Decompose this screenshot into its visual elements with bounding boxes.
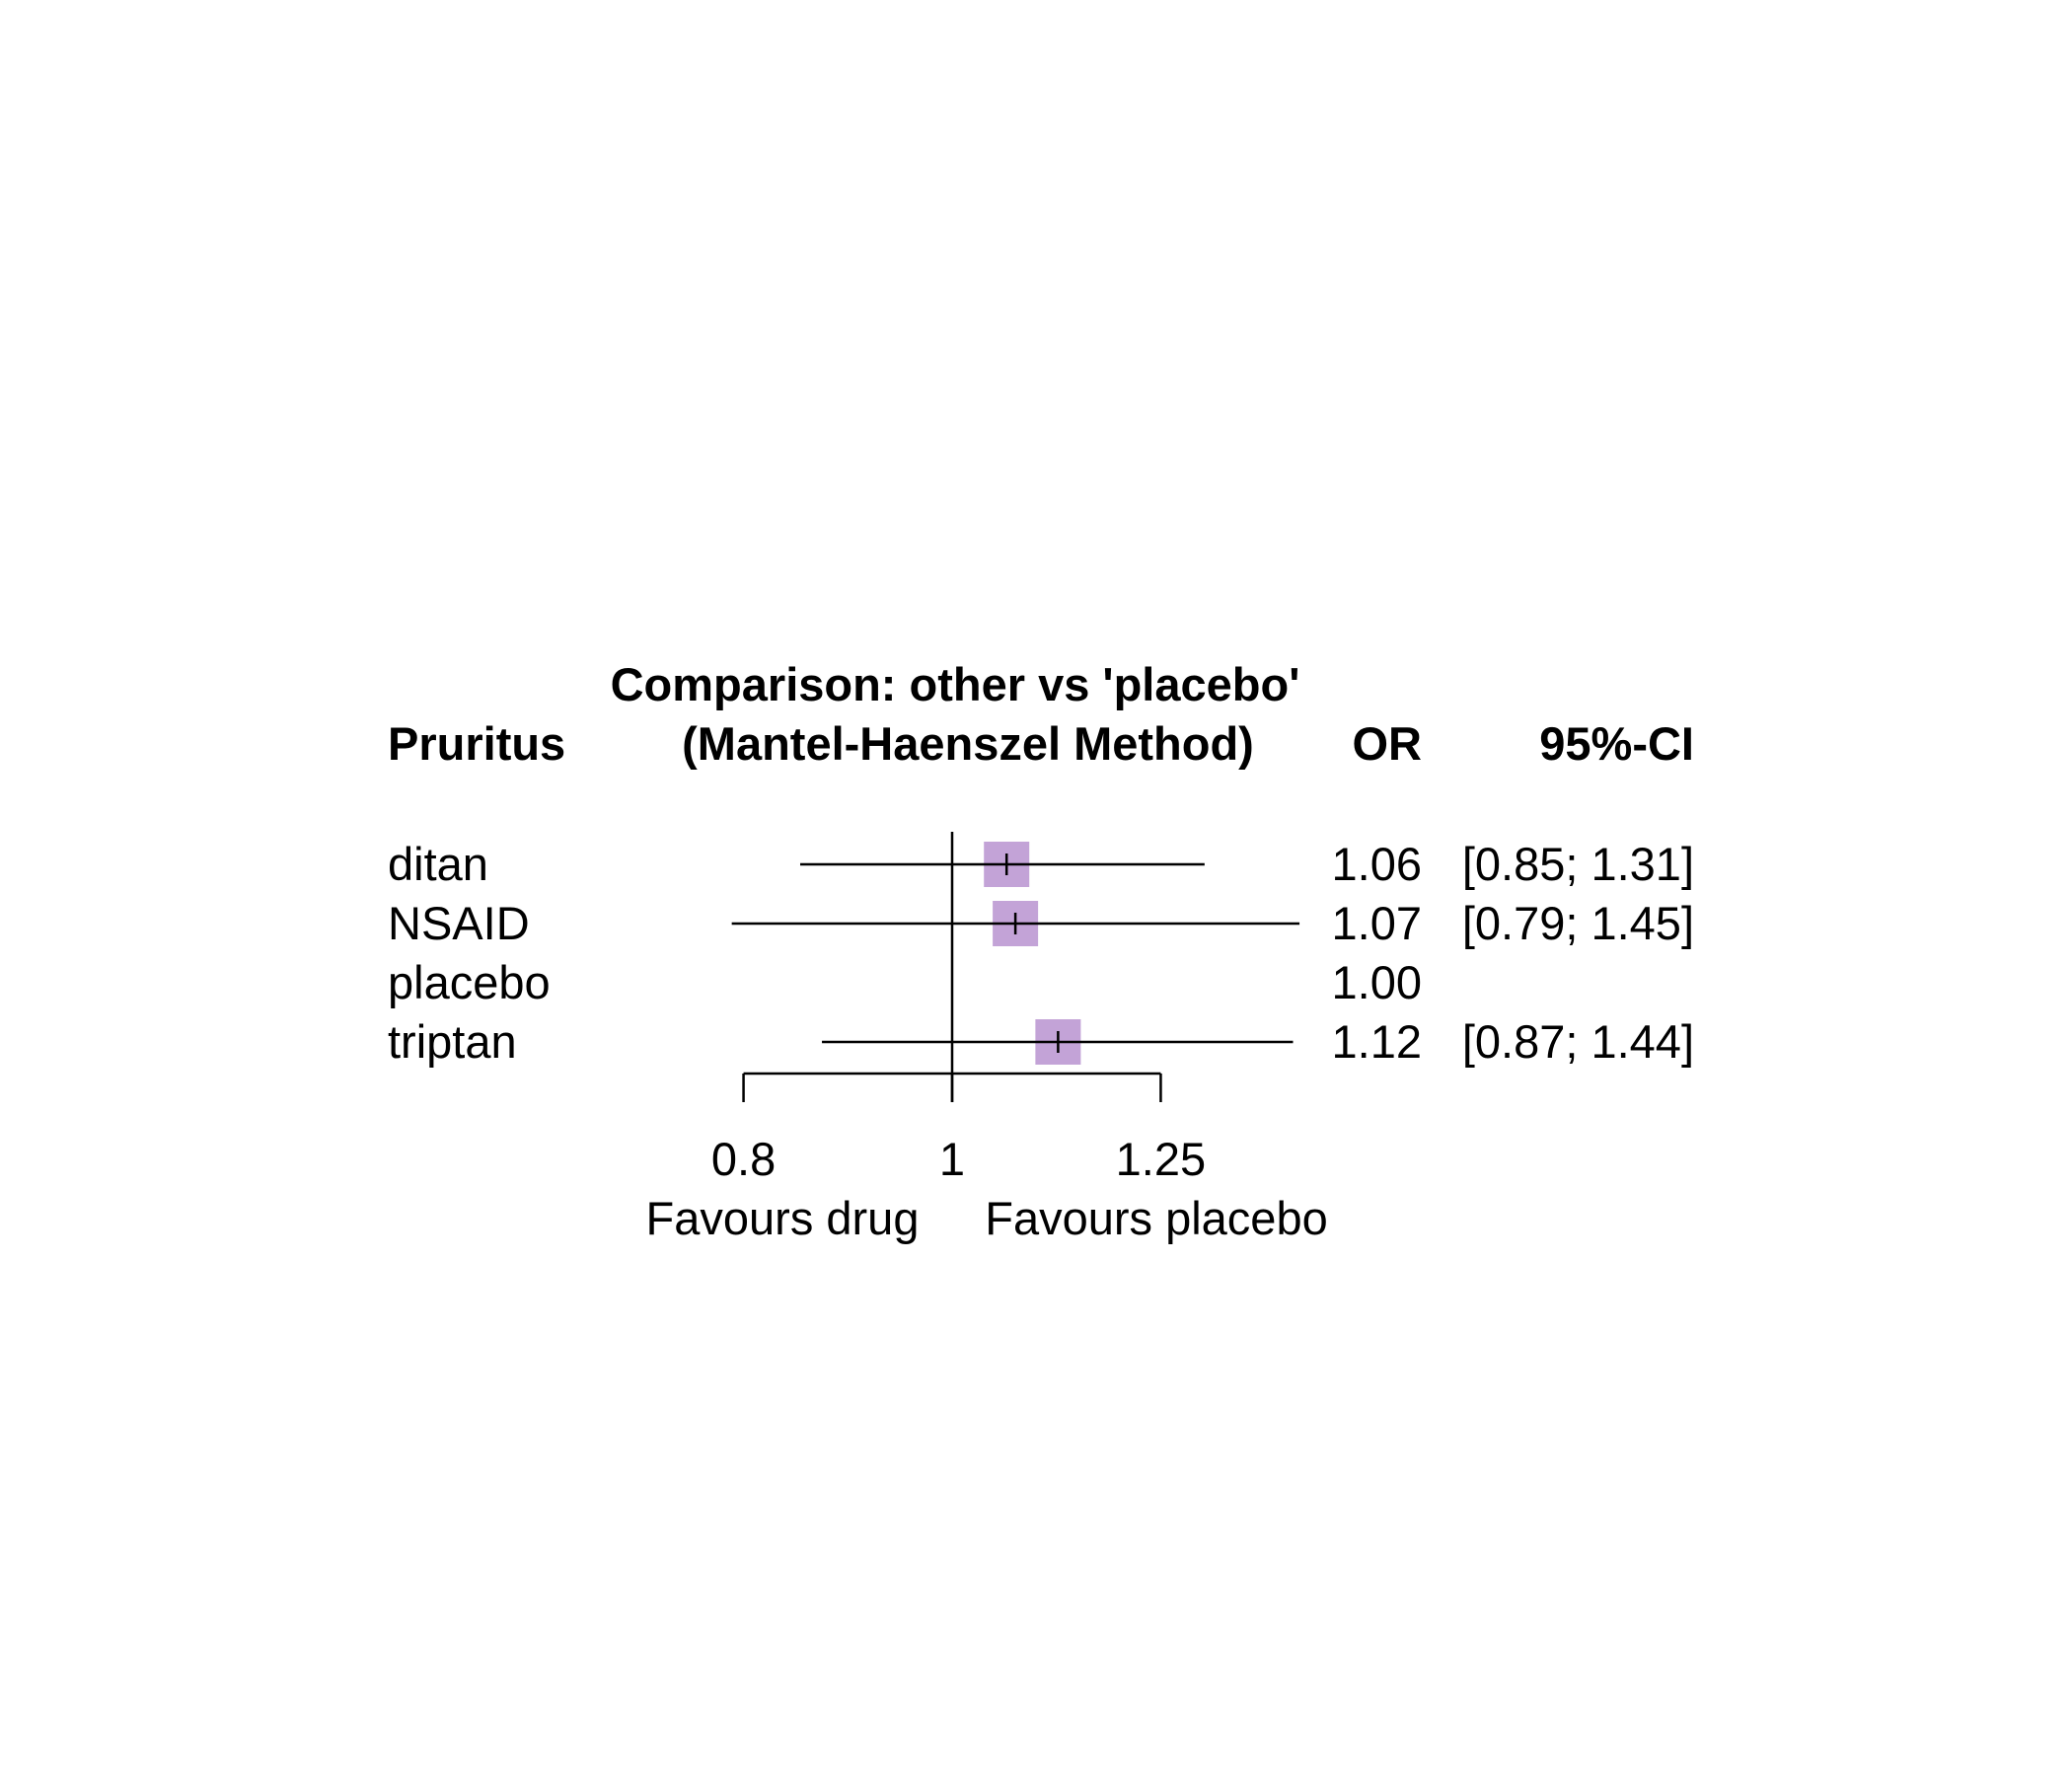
effect-value: 1.00 <box>1332 956 1422 1008</box>
favours-left-label: Favours drug <box>646 1192 920 1244</box>
effect-header: OR <box>1353 717 1423 770</box>
chart-subtitle: (Mantel-Haenszel Method) <box>682 717 1254 770</box>
effect-value: 1.06 <box>1332 838 1422 890</box>
x-axis: 0.8 1 1.25 <box>711 1072 1206 1185</box>
effect-value: 1.07 <box>1332 897 1422 949</box>
ci-header: 95%-CI <box>1539 717 1694 770</box>
study-label: ditan <box>388 838 488 890</box>
study-label: NSAID <box>388 897 530 949</box>
ci-value: [0.85; 1.31] <box>1462 838 1694 890</box>
study-label: triptan <box>388 1015 517 1068</box>
chart-title: Comparison: other vs 'placebo' <box>611 658 1300 710</box>
effect-value: 1.12 <box>1332 1015 1422 1068</box>
ci-value: [0.87; 1.44] <box>1462 1015 1694 1068</box>
tick-label: 1.25 <box>1116 1133 1206 1185</box>
study-rows: ditan 1.06 [0.85; 1.31] NSAID 1.07 [0.79; 1.4… <box>388 838 1694 1068</box>
tick-label: 1 <box>939 1133 965 1185</box>
study-row: ditan 1.06 [0.85; 1.31] <box>388 838 1694 890</box>
favours-right-label: Favours placebo <box>985 1192 1327 1244</box>
ci-value: [0.79; 1.45] <box>1462 897 1694 949</box>
study-row: triptan 1.12 [0.87; 1.44] <box>388 1015 1694 1068</box>
outcome-header: Pruritus <box>388 717 565 770</box>
study-row: placebo 1.00 <box>388 956 1422 1008</box>
study-label: placebo <box>388 956 551 1008</box>
study-row: NSAID 1.07 [0.79; 1.45] <box>388 897 1694 949</box>
tick-label: 0.8 <box>711 1133 776 1185</box>
